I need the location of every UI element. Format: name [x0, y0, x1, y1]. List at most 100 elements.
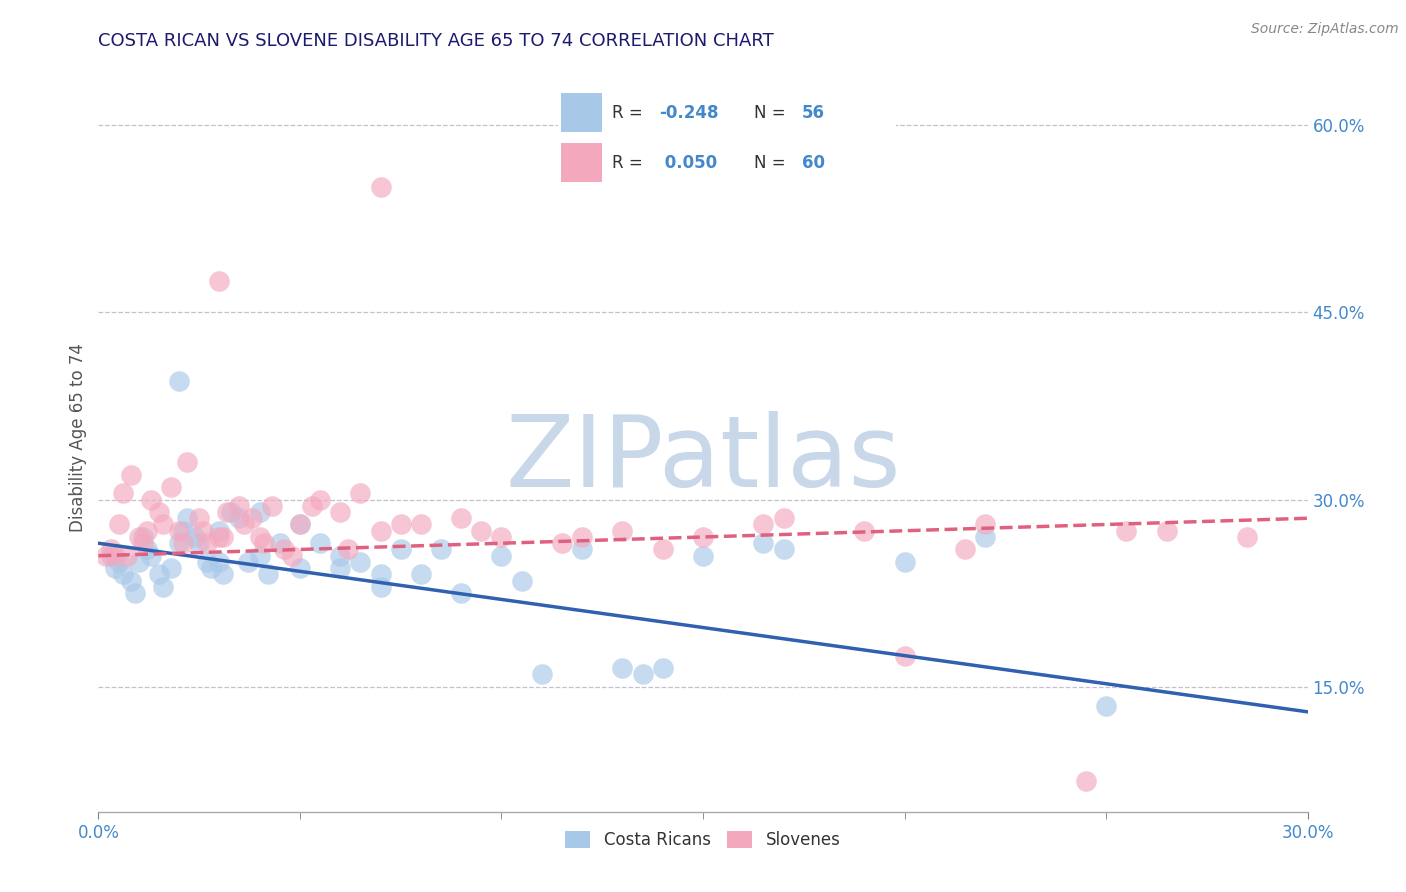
Point [510, 574, 533, 588]
Point [107, 555, 129, 569]
Point [309, 492, 332, 507]
Point [288, 561, 311, 575]
Point [491, 530, 513, 544]
Point [195, 555, 218, 569]
Point [571, 542, 593, 557]
Point [132, 536, 155, 550]
Point [974, 530, 997, 544]
Point [135, 542, 157, 557]
Point [139, 492, 162, 507]
Point [200, 561, 222, 575]
Point [176, 455, 198, 469]
Point [167, 374, 190, 388]
Point [853, 524, 876, 538]
Point [152, 517, 174, 532]
Point [651, 542, 673, 557]
Point [100, 542, 122, 557]
Point [953, 542, 976, 557]
Point [974, 517, 997, 532]
Point [530, 667, 553, 681]
Point [249, 530, 271, 544]
Point [132, 530, 155, 544]
Point [301, 499, 323, 513]
Point [128, 555, 150, 569]
Point [260, 499, 283, 513]
Point [139, 549, 162, 563]
Point [103, 561, 125, 575]
Point [148, 567, 170, 582]
Point [692, 530, 714, 544]
Point [128, 530, 150, 544]
Point [389, 517, 412, 532]
Point [337, 542, 360, 557]
Point [228, 499, 250, 513]
Text: Source: ZipAtlas.com: Source: ZipAtlas.com [1251, 22, 1399, 37]
Point [176, 511, 198, 525]
Point [288, 517, 311, 532]
Point [1115, 524, 1137, 538]
Point [370, 524, 392, 538]
Point [1095, 698, 1118, 713]
Point [389, 542, 412, 557]
Point [491, 549, 513, 563]
Point [309, 536, 332, 550]
Point [111, 486, 134, 500]
Point [370, 180, 392, 194]
Point [221, 505, 243, 519]
Point [430, 542, 453, 557]
Point [208, 524, 231, 538]
Point [329, 561, 352, 575]
Point [96, 549, 118, 563]
Point [450, 511, 472, 525]
Point [212, 567, 235, 582]
Point [470, 524, 492, 538]
Point [370, 567, 392, 582]
Point [111, 567, 134, 582]
Point [100, 549, 122, 563]
Point [172, 536, 194, 550]
Point [651, 661, 673, 675]
Point [551, 536, 574, 550]
Point [124, 586, 146, 600]
Point [409, 567, 432, 582]
Point [160, 561, 183, 575]
Point [172, 524, 194, 538]
Point [288, 517, 311, 532]
Point [329, 549, 352, 563]
Point [195, 536, 218, 550]
Point [370, 580, 392, 594]
Point [450, 586, 472, 600]
Point [1156, 524, 1178, 538]
Point [208, 274, 231, 288]
Point [167, 524, 190, 538]
Point [228, 511, 250, 525]
Point [329, 505, 352, 519]
Point [772, 511, 794, 525]
Point [208, 555, 231, 569]
Point [409, 517, 432, 532]
Point [1236, 530, 1258, 544]
Point [612, 661, 634, 675]
Point [240, 511, 263, 525]
Point [184, 530, 207, 544]
Point [692, 549, 714, 563]
Point [217, 505, 239, 519]
Point [1074, 773, 1097, 788]
Point [571, 530, 593, 544]
Point [349, 555, 371, 569]
Point [772, 542, 794, 557]
Point [281, 549, 304, 563]
Point [208, 530, 231, 544]
Legend: Costa Ricans, Slovenes: Costa Ricans, Slovenes [558, 824, 848, 855]
Point [148, 505, 170, 519]
Point [631, 667, 654, 681]
Point [752, 517, 775, 532]
Point [752, 536, 775, 550]
Point [107, 517, 129, 532]
Point [188, 511, 211, 525]
Point [212, 530, 235, 544]
Point [349, 486, 371, 500]
Point [253, 536, 276, 550]
Point [249, 505, 271, 519]
Point [256, 567, 278, 582]
